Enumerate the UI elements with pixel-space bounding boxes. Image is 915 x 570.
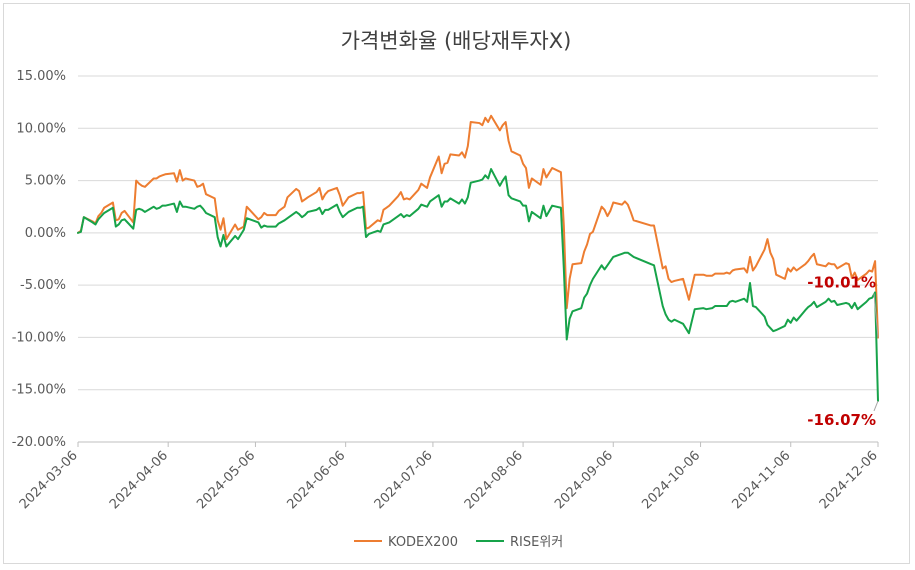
x-tick-label: 2024-09-06 <box>552 448 616 512</box>
chart-title: 가격변화율 (배당재투자X) <box>341 29 572 53</box>
legend: KODEX200 RISE위커 <box>354 535 563 550</box>
x-tick-label: 2024-12-06 <box>817 448 881 512</box>
y-tick-label: -20.00% <box>12 435 66 450</box>
chart-svg: 15.00% 10.00% 5.00% 0.00% -5.00% -10.00% -15.0… <box>12 29 881 550</box>
end-value-label: -16.07% <box>807 411 876 429</box>
x-tick-label: 2024-08-06 <box>462 448 526 512</box>
annotation-layer: -10.01% -16.07% <box>807 274 879 429</box>
legend-label: RISE위커 <box>510 535 563 550</box>
y-tick-label: -15.00% <box>12 383 66 398</box>
end-value-label: -10.01% <box>807 274 876 292</box>
annotation-leader-line <box>873 293 879 338</box>
x-tick-label: 2024-03-06 <box>17 448 81 512</box>
series-layer <box>77 114 879 402</box>
y-tick-label: 0.00% <box>25 226 66 241</box>
grid-layer <box>78 75 878 443</box>
series-line-kodex200 <box>77 114 879 339</box>
y-tick-label: -10.00% <box>12 330 66 345</box>
y-tick-label: -5.00% <box>20 278 66 293</box>
annotation-leader-line <box>873 400 879 412</box>
x-tick-label: 2024-05-06 <box>194 448 258 512</box>
y-tick-label: 10.00% <box>16 121 66 136</box>
x-tick-label: 2024-10-06 <box>639 448 703 512</box>
x-tick-label: 2024-11-06 <box>730 448 794 512</box>
x-tick-label: 2024-07-06 <box>372 448 436 512</box>
x-tick-label: 2024-06-06 <box>284 448 348 512</box>
series-line-rise-wicker <box>77 168 879 402</box>
chart-frame: 15.00% 10.00% 5.00% 0.00% -5.00% -10.00% -15.0… <box>3 3 910 564</box>
y-tick-label: 5.00% <box>25 174 66 189</box>
y-tick-label: 15.00% <box>16 69 66 84</box>
legend-label: KODEX200 <box>388 535 458 550</box>
x-tick-label: 2024-04-06 <box>107 448 171 512</box>
